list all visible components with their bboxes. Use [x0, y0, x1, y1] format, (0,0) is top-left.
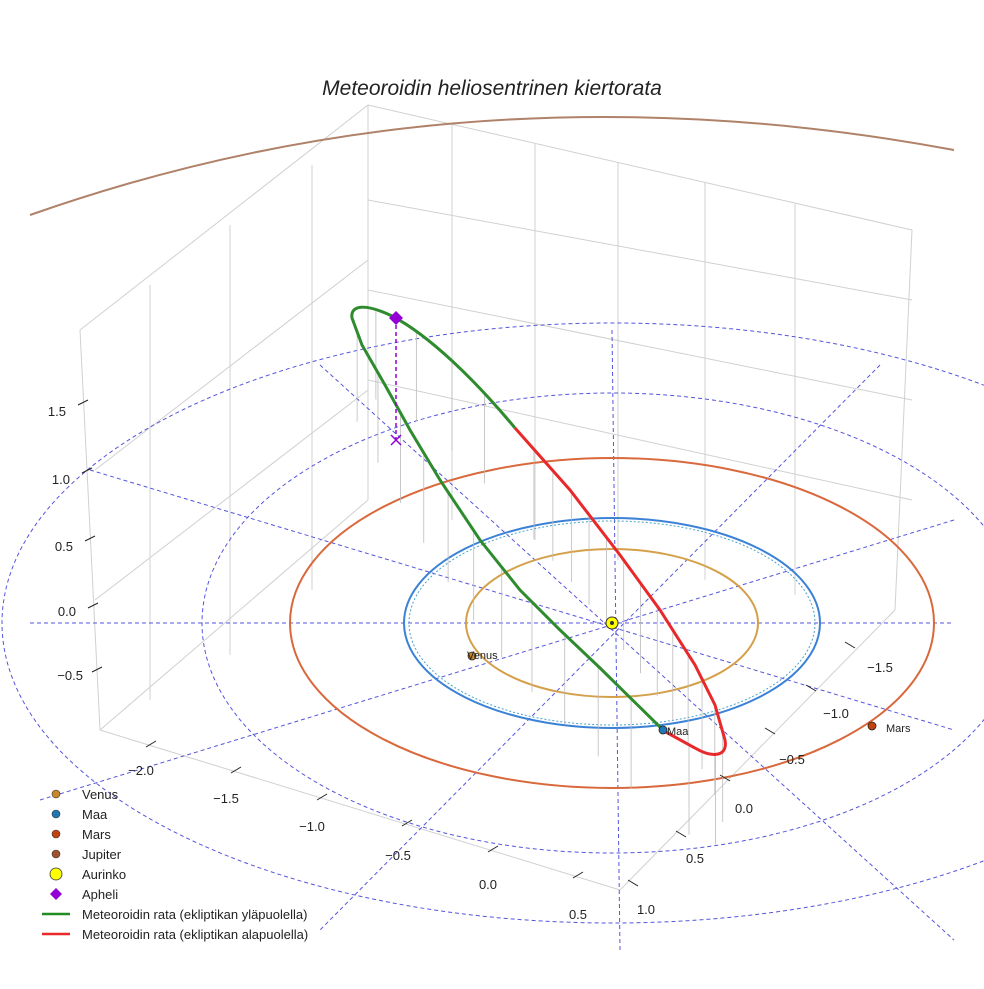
x-tick-label: −1.0	[299, 819, 325, 834]
reference-spoke	[611, 329, 621, 951]
reference-spoke	[89, 469, 955, 731]
z-tick-label: 1.0	[52, 472, 70, 487]
legend-label-orbit-above: Meteoroidin rata (ekliptikan yläpuolella…	[82, 907, 307, 922]
grid-line	[619, 609, 896, 891]
venus-orbit	[465, 548, 759, 698]
grid-line	[99, 499, 369, 731]
earth-orbit-trace	[408, 520, 816, 726]
y-tick-label: 1.0	[637, 902, 655, 917]
y-tick-label: −0.5	[779, 752, 805, 767]
y-axis-tick-labels: −1.5 −1.0 −0.5 0.0 0.5 1.0	[637, 660, 893, 917]
earth-marker	[658, 725, 668, 735]
legend-marker-mars	[51, 829, 61, 839]
x-tick-label: −1.5	[213, 791, 239, 806]
x-tick-label: −0.5	[385, 848, 411, 863]
mars-label: Mars	[886, 723, 911, 735]
mars-orbit	[289, 457, 935, 789]
x-tick-label: 0.0	[479, 877, 497, 892]
legend-label-aurinko: Aurinko	[82, 867, 126, 882]
earth-orbit	[403, 517, 821, 729]
legend: Venus Maa Mars Jupiter Aurinko Apheli Me…	[42, 787, 308, 942]
reference-spoke	[319, 364, 881, 931]
y-tick-label: −1.5	[867, 660, 893, 675]
venus-marker	[467, 651, 477, 661]
z-tick-label: 0.0	[58, 604, 76, 619]
legend-marker-maa	[51, 809, 61, 819]
meteoroid-orbit-above	[350, 305, 666, 733]
jupiter-orbit	[29, 115, 955, 216]
legend-marker-jupiter	[51, 849, 61, 859]
aphelion-marker	[389, 311, 403, 325]
z-tick-label: 1.5	[48, 404, 66, 419]
x-tick-label: −2.0	[128, 763, 154, 778]
reference-grid	[1, 322, 984, 951]
legend-label-maa: Maa	[82, 807, 108, 822]
y-tick-label: 0.5	[686, 851, 704, 866]
z-axis-tick-labels: 1.5 1.0 0.5 0.0 −0.5	[48, 404, 83, 683]
sun-center	[610, 621, 614, 625]
legend-marker-aurinko	[49, 867, 63, 881]
axis-ticks	[77, 399, 856, 887]
legend-marker-venus	[51, 789, 61, 799]
grid-line	[94, 259, 369, 471]
grid-line	[94, 389, 369, 601]
drop-lines	[356, 309, 724, 845]
z-tick-label: −0.5	[57, 668, 83, 683]
legend-label-orbit-below: Meteoroidin rata (ekliptikan alapuolella…	[82, 927, 308, 942]
reference-ring	[1, 322, 984, 924]
legend-label-apheli: Apheli	[82, 887, 118, 902]
grid-line	[367, 379, 913, 501]
reference-spoke	[39, 519, 955, 801]
mars-marker	[867, 721, 877, 731]
legend-label-jupiter: Jupiter	[82, 847, 122, 862]
grid-line	[79, 104, 369, 331]
y-tick-label: 0.0	[735, 801, 753, 816]
grid-line	[79, 329, 101, 731]
legend-marker-apheli	[50, 888, 62, 900]
grid-line	[367, 199, 913, 301]
x-tick-label: 0.5	[569, 907, 587, 922]
legend-label-mars: Mars	[82, 827, 111, 842]
grid-line	[99, 729, 621, 891]
y-tick-label: −1.0	[823, 706, 849, 721]
axis-grid	[79, 104, 913, 891]
aphelion-projection-marker	[390, 434, 402, 446]
venus-label: Venus	[467, 650, 498, 662]
chart-title: Meteoroidin heliosentrinen kiertorata	[322, 77, 662, 100]
x-axis-tick-labels: −2.0 −1.5 −1.0 −0.5 0.0 0.5	[128, 763, 587, 922]
z-tick-label: 0.5	[55, 539, 73, 554]
grid-line	[367, 104, 913, 231]
legend-label-venus: Venus	[82, 787, 119, 802]
meteoroid-orbit-below	[513, 427, 727, 756]
earth-label: Maa	[667, 726, 689, 738]
reference-spoke	[319, 364, 955, 941]
grid-line	[367, 289, 913, 401]
